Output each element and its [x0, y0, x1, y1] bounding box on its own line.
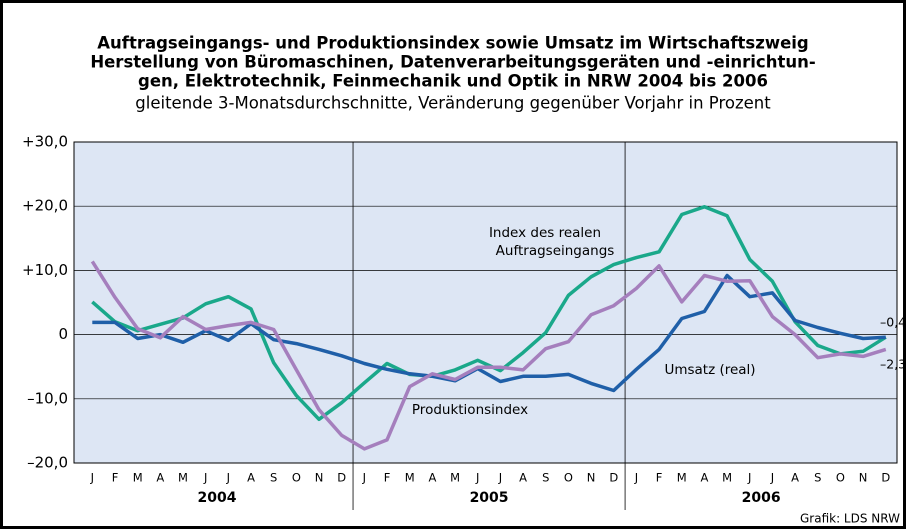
year-label: 2006 — [742, 490, 781, 506]
x-tick-label: A — [428, 471, 436, 485]
x-tick-label: S — [270, 471, 277, 485]
x-tick-label: S — [542, 471, 549, 485]
x-tick-label: M — [722, 471, 732, 485]
x-tick-label: O — [836, 471, 845, 485]
x-tick-label: J — [475, 471, 479, 485]
x-tick-label: A — [791, 471, 799, 485]
x-tick-label: J — [90, 471, 94, 485]
x-tick-label: N — [587, 471, 596, 485]
x-tick-label: F — [656, 471, 663, 485]
x-tick-label: N — [859, 471, 868, 485]
x-tick-label: M — [450, 471, 460, 485]
x-tick-label: D — [337, 471, 346, 485]
x-tick-label: F — [384, 471, 391, 485]
end-label: –2,3 — [880, 357, 906, 372]
x-tick-label: A — [700, 471, 708, 485]
chart-title: Herstellung von Büromaschinen, Datenvera… — [90, 53, 815, 72]
x-tick-label: J — [362, 471, 366, 485]
x-tick-label: A — [156, 471, 164, 485]
y-tick-label: –10,0 — [27, 389, 68, 407]
x-tick-label: O — [292, 471, 301, 485]
year-label: 2005 — [470, 490, 509, 506]
x-tick-label: M — [133, 471, 143, 485]
x-tick-label: D — [609, 471, 618, 485]
year-label: 2004 — [198, 490, 237, 506]
series-label: Produktionsindex — [412, 402, 528, 418]
x-tick-label: J — [634, 471, 638, 485]
x-tick-label: M — [405, 471, 415, 485]
chart-title: Auftragseingangs- und Produktionsindex s… — [97, 34, 809, 53]
x-tick-label: S — [814, 471, 821, 485]
x-tick-label: M — [178, 471, 188, 485]
chart-subtitle: gleitende 3-Monatsdurchschnitte, Verände… — [135, 94, 771, 113]
x-tick-label: J — [203, 471, 207, 485]
series-line — [90, 260, 887, 451]
y-tick-label: –20,0 — [27, 454, 68, 472]
series-label: Index des realen Auftragseingangs — [489, 225, 614, 259]
y-tick-label: 0 — [58, 325, 68, 343]
x-tick-label: J — [747, 471, 751, 485]
x-tick-label: F — [112, 471, 119, 485]
y-tick-label: +10,0 — [22, 261, 68, 279]
x-tick-label: J — [770, 471, 774, 485]
x-tick-label: O — [564, 471, 573, 485]
x-tick-label: N — [315, 471, 324, 485]
x-tick-label: A — [519, 471, 527, 485]
series-line — [91, 205, 887, 422]
x-tick-label: J — [226, 471, 230, 485]
x-tick-label: A — [247, 471, 255, 485]
x-tick-label: M — [677, 471, 687, 485]
series-line — [92, 273, 886, 393]
y-tick-label: +30,0 — [22, 133, 68, 151]
end-label: –0,4 — [880, 315, 906, 330]
source: Grafik: LDS NRW — [800, 512, 900, 526]
x-tick-label: D — [881, 471, 890, 485]
chart-title: gen, Elektrotechnik, Feinmechanik und Op… — [138, 72, 768, 91]
x-tick-label: J — [498, 471, 502, 485]
series-label: Umsatz (real) — [664, 362, 755, 378]
y-tick-label: +20,0 — [22, 197, 68, 215]
